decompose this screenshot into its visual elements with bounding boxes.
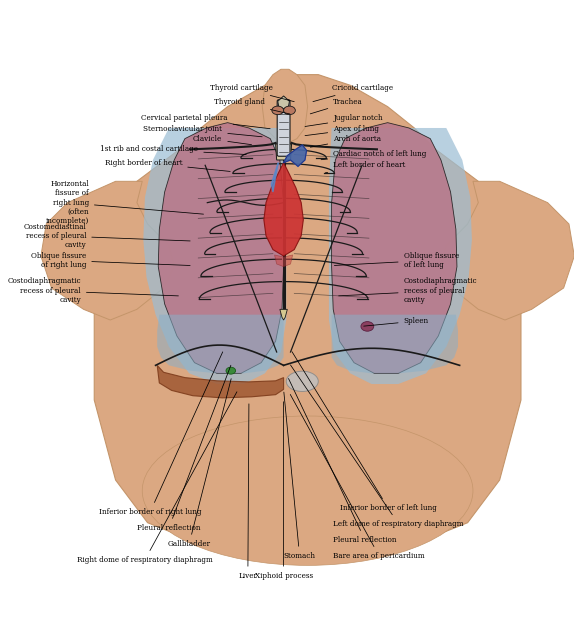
Text: Inferior border of left lung: Inferior border of left lung (292, 352, 436, 512)
Polygon shape (41, 181, 174, 320)
Text: Right dome of respiratory diaphragm: Right dome of respiratory diaphragm (77, 392, 237, 564)
Polygon shape (262, 69, 308, 144)
Ellipse shape (286, 371, 319, 392)
Polygon shape (329, 128, 472, 384)
Ellipse shape (226, 367, 236, 374)
Polygon shape (275, 144, 292, 160)
Text: Left dome of respiratory diaphragm: Left dome of respiratory diaphragm (290, 365, 463, 528)
Text: Pleural reflection: Pleural reflection (289, 378, 397, 544)
Text: Pleural reflection: Pleural reflection (137, 365, 231, 532)
Polygon shape (264, 163, 304, 256)
Text: Jugular notch: Jugular notch (305, 115, 383, 127)
Ellipse shape (272, 106, 283, 115)
Polygon shape (157, 315, 283, 373)
Text: Horizontal
fissure of
right lung
(often
incomplete): Horizontal fissure of right lung (often … (45, 180, 204, 225)
Text: Oblique fissure
of right lung: Oblique fissure of right lung (31, 252, 190, 269)
Text: Costomediastinal
recess of pleural
cavity: Costomediastinal recess of pleural cavit… (24, 223, 190, 249)
Polygon shape (280, 309, 288, 320)
Polygon shape (94, 75, 521, 555)
Ellipse shape (283, 106, 296, 115)
Text: Gallbladder: Gallbladder (168, 379, 231, 548)
Text: Clavicle: Clavicle (193, 134, 251, 145)
Polygon shape (143, 128, 286, 384)
Text: Costodiaphragmatic
recess of pleural
cavity: Costodiaphragmatic recess of pleural cav… (339, 278, 477, 304)
Text: 1st rib and costal cartilage: 1st rib and costal cartilage (100, 145, 246, 154)
Text: Cardiac notch of left lung: Cardiac notch of left lung (321, 150, 427, 160)
Polygon shape (157, 365, 283, 398)
Text: Trachea: Trachea (310, 99, 363, 114)
Text: Oblique fissure
of left lung: Oblique fissure of left lung (335, 252, 459, 269)
Polygon shape (283, 145, 306, 166)
Text: Costodiaphragmatic
recess of pleural
cavity: Costodiaphragmatic recess of pleural cav… (7, 278, 178, 304)
Polygon shape (274, 255, 293, 267)
Polygon shape (332, 123, 457, 373)
Text: Cervical parietal pleura: Cervical parietal pleura (141, 115, 270, 129)
Text: Thyroid gland: Thyroid gland (214, 99, 290, 114)
FancyBboxPatch shape (277, 100, 290, 156)
Text: Right border of heart: Right border of heart (105, 159, 230, 172)
Polygon shape (441, 181, 574, 320)
Text: Liver: Liver (239, 404, 257, 580)
Polygon shape (278, 96, 289, 109)
Text: Left border of heart: Left border of heart (325, 161, 405, 173)
Text: Apex of lung: Apex of lung (305, 125, 379, 136)
Text: Spleen: Spleen (364, 317, 429, 326)
Text: Thyroid cartilage: Thyroid cartilage (210, 84, 294, 102)
Text: Arch of aorta: Arch of aorta (310, 134, 381, 147)
Ellipse shape (361, 322, 374, 332)
Text: Xiphoid process: Xiphoid process (255, 402, 313, 580)
Polygon shape (158, 123, 283, 373)
Text: Sternoclavicular joint: Sternoclavicular joint (143, 125, 262, 137)
Text: Stomach: Stomach (283, 392, 316, 560)
Ellipse shape (142, 416, 473, 565)
Text: Bare area of pericardium: Bare area of pericardium (290, 394, 425, 560)
Text: Inferior border of right lung: Inferior border of right lung (99, 352, 223, 516)
Polygon shape (332, 315, 458, 373)
Text: Cricoid cartilage: Cricoid cartilage (313, 84, 393, 102)
Polygon shape (271, 163, 278, 192)
